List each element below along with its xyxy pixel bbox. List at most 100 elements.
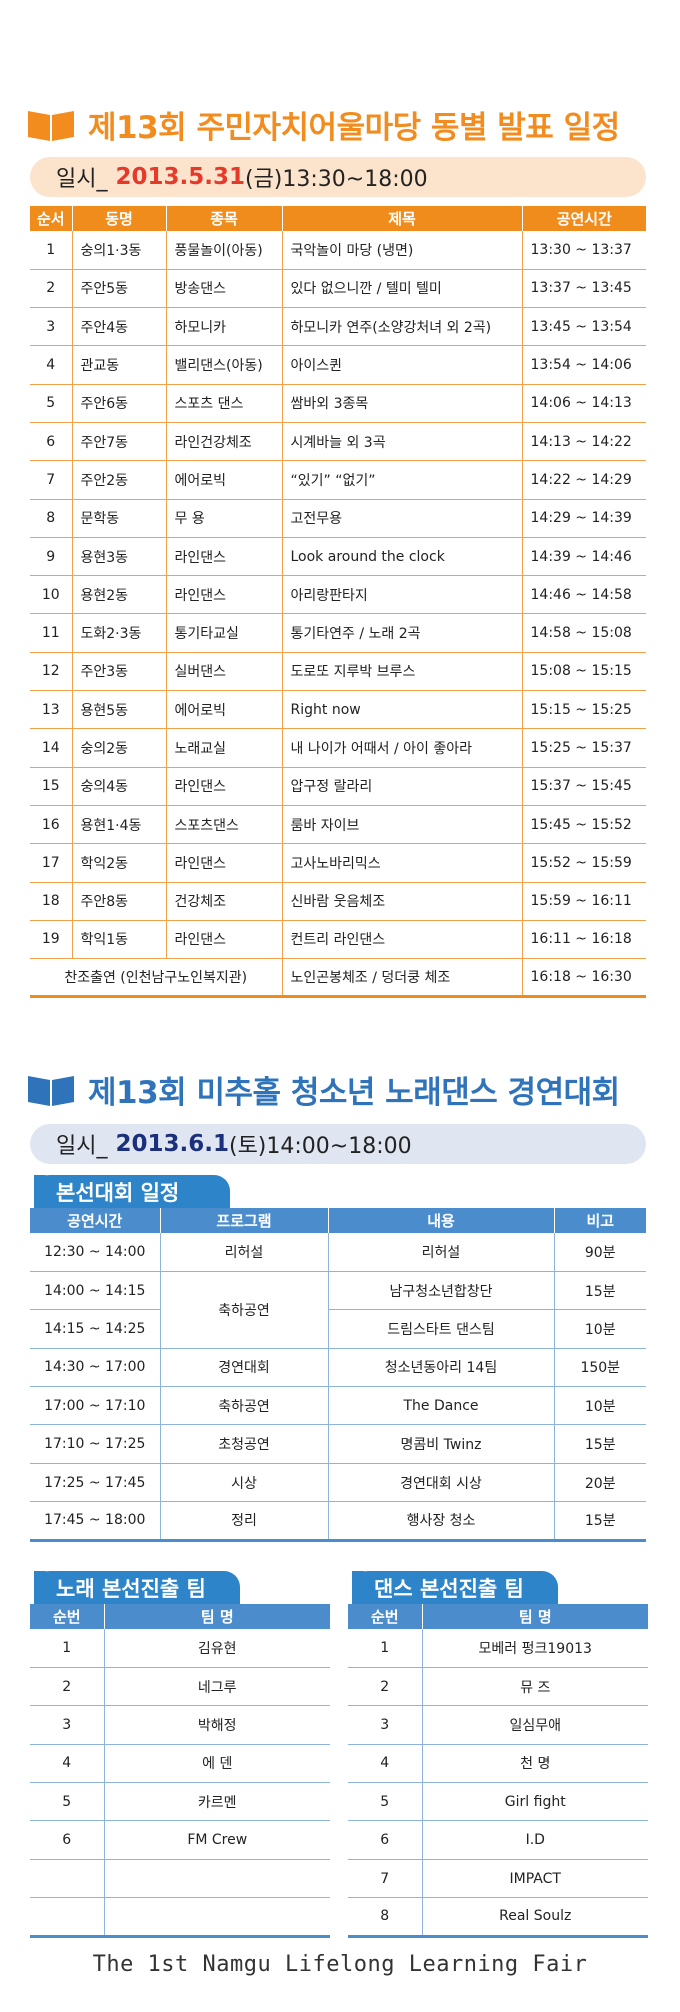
table-cell: 도로또 지루박 브루스 [281, 652, 522, 692]
team-name: Girl fight [421, 1782, 648, 1822]
table-cell: 주안6동 [71, 384, 166, 423]
date-label: 일시_ [56, 167, 108, 192]
table-cell: 노래교실 [165, 728, 282, 768]
note-cell: 10분 [553, 1309, 646, 1349]
time-cell: 14:30 ~ 17:00 [30, 1348, 160, 1388]
col-header: 순서 [30, 206, 72, 231]
special-time: 16:18 ~ 16:30 [521, 958, 646, 999]
table-cell: 고전무용 [281, 499, 522, 538]
table-cell: 13:37 ~ 13:45 [521, 269, 646, 309]
content-cell: 경연대회 시상 [327, 1463, 554, 1503]
table-cell: 주안7동 [71, 422, 166, 462]
team-number: 5 [30, 1782, 104, 1822]
table-row: 13 용현5동 에어로빅 Right now 15:15 ~ 15:25 [30, 690, 646, 730]
table-cell: 쌈바외 3종목 [281, 384, 522, 423]
table-cell: 17 [30, 843, 72, 883]
table-cell: 14:13 ~ 14:22 [521, 422, 646, 462]
table-cell: 주안2동 [71, 460, 166, 500]
table-row: 12 주안3동 실버댄스 도로또 지루박 브루스 15:08 ~ 15:15 [30, 652, 646, 692]
team-row: 6 I.D [348, 1820, 648, 1860]
team-row: 1 김유현 [30, 1629, 330, 1668]
table-row: 3 주안4동 하모니카 하모니카 연주(소양강처녀 외 2곡) 13:45 ~ 13:5… [30, 307, 646, 347]
table-cell: 압구정 랄라리 [281, 767, 522, 806]
team-name: 김유현 [103, 1629, 330, 1668]
program-cell: 경연대회 [159, 1348, 328, 1388]
table-cell: 18 [30, 882, 72, 921]
table-cell: 숭의1·3동 [71, 231, 166, 270]
note-cell: 15분 [553, 1271, 646, 1311]
team-row: 3 박해정 [30, 1705, 330, 1745]
time-cell: 12:30 ~ 14:00 [30, 1233, 160, 1272]
table-cell: 13:30 ~ 13:37 [521, 231, 646, 270]
team-name: 박해정 [103, 1705, 330, 1745]
program-cell: 축하공연 [159, 1271, 328, 1349]
table-cell: 15:52 ~ 15:59 [521, 843, 646, 883]
table-cell: 14:46 ~ 14:58 [521, 575, 646, 615]
table-cell: 용현1·4동 [71, 805, 166, 845]
table-cell: 13:54 ~ 14:06 [521, 345, 646, 385]
table-cell: 하모니카 연주(소양강처녀 외 2곡) [281, 307, 522, 347]
col-header: 종목 [165, 206, 282, 231]
content-cell: 남구청소년합창단 [327, 1271, 554, 1311]
section2-heading: 제13회 미추홀 청소년 노래댄스 경연대회 [88, 1075, 620, 1111]
open-book-icon [26, 107, 76, 143]
team-number: 5 [348, 1782, 422, 1822]
table-row: 2 주안5동 방송댄스 있다 없으니깐 / 텔미 텔미 13:37 ~ 13:45 [30, 269, 646, 309]
note-cell: 10분 [553, 1386, 646, 1426]
table-cell: 주안4동 [71, 307, 166, 347]
team-row: 5 카르멘 [30, 1782, 330, 1822]
event-date: 2013.6.1 [115, 1131, 229, 1157]
table-row: 17:10 ~ 17:25 초청공연 명콤비 Twinz 15분 [30, 1424, 646, 1464]
table-cell: 용현2동 [71, 575, 166, 615]
table-cell: 신바람 웃음체조 [281, 882, 522, 921]
table-row: 6 주안7동 라인건강체조 시계바늘 외 3곡 14:13 ~ 14:22 [30, 422, 646, 462]
table-cell: 4 [30, 345, 72, 385]
table-cell: 밸리댄스(아동) [165, 345, 282, 385]
table-cell: 국악놀이 마당 (냉면) [281, 231, 522, 270]
col-header: 제목 [281, 206, 522, 231]
table-cell: 건강체조 [165, 882, 282, 921]
section1-datebar: 일시_ 2013.5.31 (금)13:30~18:00 [30, 157, 646, 197]
table-cell: 도화2·3동 [71, 613, 166, 653]
table-cell: 15:45 ~ 15:52 [521, 805, 646, 845]
team-number: 1 [30, 1629, 104, 1668]
table-cell: 9 [30, 537, 72, 577]
time-cell: 17:25 ~ 17:45 [30, 1463, 160, 1503]
team-name: 에 덴 [103, 1744, 330, 1784]
note-cell: 90분 [553, 1233, 646, 1272]
team-number: 2 [30, 1667, 104, 1707]
content-cell: The Dance [327, 1386, 554, 1426]
col-header: 동명 [71, 206, 166, 231]
table-cell: 15:15 ~ 15:25 [521, 690, 646, 730]
team-name: I.D [421, 1820, 648, 1860]
program-cell: 초청공연 [159, 1424, 328, 1464]
table-cell: 무 용 [165, 499, 282, 538]
table-cell: 2 [30, 269, 72, 309]
table-row: 14 숭의2동 노래교실 내 나이가 어때서 / 아이 좋아라 15:25 ~ 15:3… [30, 728, 646, 768]
team-name: 천 명 [421, 1744, 648, 1784]
time-cell: 17:00 ~ 17:10 [30, 1386, 160, 1426]
table-cell: 12 [30, 652, 72, 692]
table-cell: 용현5동 [71, 690, 166, 730]
team-name: 뮤 즈 [421, 1667, 648, 1707]
col-header: 팀 명 [103, 1604, 330, 1629]
song-teams-table: 순번 팀 명 1 김유현 2 네그루 3 박해정 4 에 덴 5 카르멘 6 FM Crew [30, 1604, 330, 1938]
event-time: (토)14:00~18:00 [228, 1134, 412, 1159]
finals-schedule-table: 공연시간 프로그램 내용 비고 12:30 ~ 14:00 리허설 리허설 90분 14… [30, 1208, 646, 1542]
footer-text: The 1st Namgu Lifelong Learning Fair [92, 1952, 588, 1977]
table-cell: 있다 없으니깐 / 텔미 텔미 [281, 269, 522, 309]
table-cell: 컨트리 라인댄스 [281, 920, 522, 960]
table-cell: 용현3동 [71, 537, 166, 577]
table-cell: 문학동 [71, 499, 166, 538]
section1-heading: 제13회 주민자치어울마당 동별 발표 일정 [88, 110, 620, 146]
table-cell: 주안3동 [71, 652, 166, 692]
special-performer: 찬조출연 (인천남구노인복지관) [30, 958, 282, 999]
team-number [30, 1859, 104, 1899]
team-name: FM Crew [103, 1820, 330, 1860]
content-cell: 명콤비 Twinz [327, 1424, 554, 1464]
table-header-row: 순번 팀 명 [30, 1604, 330, 1629]
table-row: 14:15 ~ 14:25 드림스타트 댄스팀 10분 [30, 1309, 646, 1349]
table-cell: 11 [30, 613, 72, 653]
